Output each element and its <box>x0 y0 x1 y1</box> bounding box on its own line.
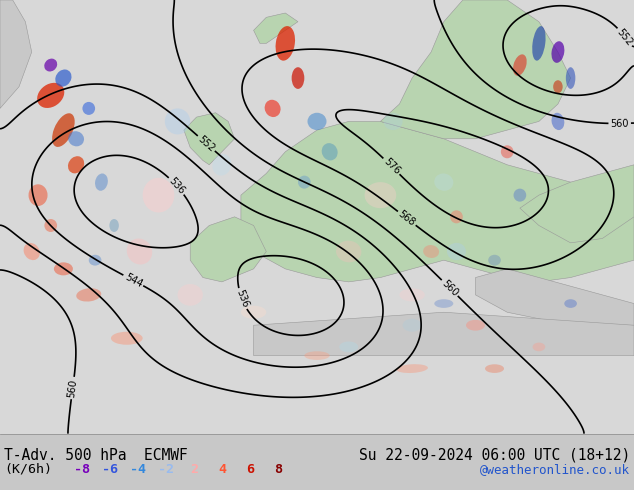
Ellipse shape <box>76 288 101 301</box>
Ellipse shape <box>82 102 95 115</box>
Ellipse shape <box>434 299 453 308</box>
Ellipse shape <box>513 54 527 76</box>
Ellipse shape <box>552 113 564 130</box>
Ellipse shape <box>450 210 463 223</box>
Ellipse shape <box>532 26 546 61</box>
Ellipse shape <box>23 243 40 260</box>
Ellipse shape <box>434 173 453 191</box>
Ellipse shape <box>298 175 311 189</box>
Text: -4: -4 <box>130 463 146 476</box>
Text: 560: 560 <box>67 378 79 398</box>
Text: 536: 536 <box>167 175 186 196</box>
Ellipse shape <box>276 26 295 61</box>
Text: 560: 560 <box>439 278 460 298</box>
Ellipse shape <box>447 243 466 260</box>
Text: Su 22-09-2024 06:00 UTC (18+12): Su 22-09-2024 06:00 UTC (18+12) <box>359 448 630 463</box>
Ellipse shape <box>514 189 526 202</box>
Text: -6: -6 <box>102 463 118 476</box>
Ellipse shape <box>307 113 327 130</box>
Ellipse shape <box>264 100 281 117</box>
Polygon shape <box>380 0 571 139</box>
Ellipse shape <box>501 145 514 158</box>
Ellipse shape <box>292 67 304 89</box>
Ellipse shape <box>365 182 396 208</box>
Ellipse shape <box>552 41 564 63</box>
Ellipse shape <box>165 108 190 134</box>
Ellipse shape <box>339 342 358 352</box>
Ellipse shape <box>68 156 84 173</box>
Ellipse shape <box>54 262 73 275</box>
Text: 568: 568 <box>396 209 417 228</box>
Text: T-Adv. 500 hPa  ECMWF: T-Adv. 500 hPa ECMWF <box>4 448 188 463</box>
Ellipse shape <box>399 289 425 301</box>
Polygon shape <box>0 0 32 108</box>
Text: 552: 552 <box>615 26 634 48</box>
Ellipse shape <box>566 67 576 89</box>
Ellipse shape <box>111 332 143 345</box>
Ellipse shape <box>178 284 203 306</box>
Polygon shape <box>520 165 634 243</box>
Ellipse shape <box>384 113 403 130</box>
Ellipse shape <box>37 83 64 108</box>
Ellipse shape <box>533 343 545 351</box>
Ellipse shape <box>488 255 501 266</box>
Text: 560: 560 <box>611 118 629 128</box>
Ellipse shape <box>127 239 152 265</box>
Ellipse shape <box>52 113 75 147</box>
Ellipse shape <box>423 245 439 258</box>
Polygon shape <box>184 113 235 165</box>
Ellipse shape <box>336 241 361 262</box>
Text: @weatheronline.co.uk: @weatheronline.co.uk <box>480 463 630 476</box>
Polygon shape <box>476 269 634 325</box>
Ellipse shape <box>110 219 119 232</box>
Text: -2: -2 <box>158 463 174 476</box>
Ellipse shape <box>241 306 266 318</box>
Ellipse shape <box>212 154 231 175</box>
Text: 552: 552 <box>196 133 217 153</box>
Ellipse shape <box>68 131 84 147</box>
Text: 6: 6 <box>246 463 254 476</box>
Ellipse shape <box>321 143 338 160</box>
Text: -8: -8 <box>74 463 90 476</box>
Ellipse shape <box>466 320 485 331</box>
Text: 576: 576 <box>381 156 401 176</box>
Ellipse shape <box>55 70 72 87</box>
Ellipse shape <box>89 255 101 266</box>
Ellipse shape <box>403 318 422 332</box>
Polygon shape <box>190 217 266 282</box>
Ellipse shape <box>29 184 48 206</box>
Ellipse shape <box>553 80 563 93</box>
Text: 536: 536 <box>234 289 250 309</box>
Ellipse shape <box>485 364 504 373</box>
Ellipse shape <box>304 351 330 360</box>
Polygon shape <box>254 13 298 44</box>
Ellipse shape <box>396 364 428 373</box>
Text: 4: 4 <box>218 463 226 476</box>
Text: (K/6h): (K/6h) <box>4 463 52 476</box>
Ellipse shape <box>564 299 577 308</box>
Polygon shape <box>241 122 634 282</box>
Ellipse shape <box>44 219 57 232</box>
Text: 8: 8 <box>274 463 282 476</box>
Ellipse shape <box>44 59 57 72</box>
Polygon shape <box>254 312 634 356</box>
Ellipse shape <box>143 178 174 213</box>
Text: 544: 544 <box>123 271 144 289</box>
Ellipse shape <box>95 173 108 191</box>
Text: 2: 2 <box>190 463 198 476</box>
